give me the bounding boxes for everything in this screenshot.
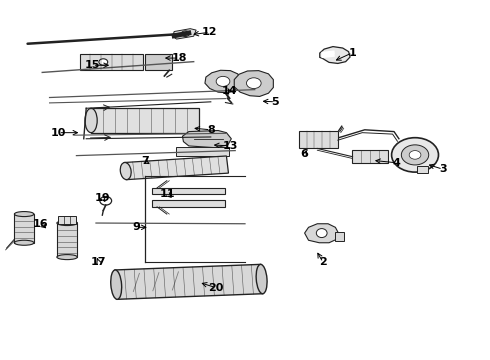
Ellipse shape [57,221,77,226]
Text: 18: 18 [172,53,187,63]
Text: 16: 16 [33,219,49,229]
Bar [14,214,34,243]
Text: 4: 4 [392,158,400,168]
Text: 9: 9 [133,222,141,232]
Bar [152,201,225,207]
Text: 13: 13 [222,141,238,151]
Circle shape [99,59,108,65]
Text: 5: 5 [271,97,279,107]
Text: 3: 3 [439,164,447,174]
Circle shape [392,138,439,172]
Text: 17: 17 [91,257,106,267]
Ellipse shape [120,162,131,180]
Text: 14: 14 [221,86,237,96]
Bar [335,232,344,241]
Ellipse shape [317,229,327,238]
Polygon shape [205,70,241,93]
Circle shape [409,150,421,159]
Text: 7: 7 [142,156,149,166]
Bar [91,108,198,133]
Bar [145,54,172,69]
Polygon shape [305,224,339,243]
Bar [57,223,77,257]
Ellipse shape [256,264,267,294]
Text: 20: 20 [208,283,223,293]
Bar [58,216,76,224]
Circle shape [100,197,112,205]
Ellipse shape [57,255,77,260]
Text: 12: 12 [202,27,218,37]
Bar [115,264,263,300]
Bar [299,131,338,148]
Circle shape [246,78,261,89]
Polygon shape [320,46,350,63]
Bar [352,150,388,163]
Bar [175,147,229,156]
Text: 1: 1 [348,48,356,58]
Bar [124,156,228,180]
Circle shape [216,76,230,86]
Text: 19: 19 [95,193,110,203]
Ellipse shape [85,108,97,133]
Text: 6: 6 [301,149,309,159]
Circle shape [401,145,429,165]
Ellipse shape [111,270,122,299]
Polygon shape [182,131,231,148]
Circle shape [181,31,189,37]
Text: 15: 15 [85,60,100,70]
Polygon shape [234,71,273,96]
Text: 2: 2 [319,257,327,267]
Bar [417,166,428,173]
Bar [80,54,144,69]
Ellipse shape [14,240,34,245]
Text: 11: 11 [160,189,175,199]
Text: 10: 10 [50,128,66,138]
Bar [152,188,225,194]
Polygon shape [172,29,196,39]
Text: 8: 8 [207,125,215,135]
Ellipse shape [14,212,34,217]
